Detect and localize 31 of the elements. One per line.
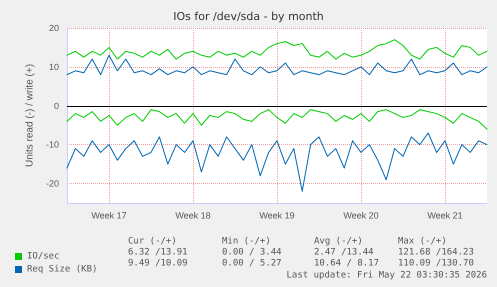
y-tick-label: 20 [48, 23, 59, 33]
x-tick-label: Week 17 [91, 210, 127, 220]
line-series [66, 109, 488, 130]
text: 9.49 /10.09 [128, 258, 188, 268]
text: 110.09 /130.70 [398, 258, 474, 268]
text: Max (-/+) [398, 236, 447, 246]
x-tick-label: Week 21 [427, 210, 463, 220]
x-tick-label: Week 19 [259, 210, 295, 220]
y-axis-title: Units read (-) / write (+) [24, 64, 36, 168]
y-tick-label: -20 [46, 178, 59, 189]
text: Cur (-/+) [128, 236, 177, 246]
y-tick-label: 10 [48, 62, 59, 72]
x-tick-label: Week 20 [343, 210, 379, 220]
x-tick-label: Week 18 [175, 210, 211, 220]
text: 121.68 /164.23 [398, 248, 474, 258]
text: 2.47 /13.44 [314, 248, 374, 258]
line-series [66, 132, 488, 192]
y-tick-label: 0 [54, 100, 59, 111]
text: 0.00 / 3.44 [222, 248, 282, 258]
text: Min (-/+) [222, 236, 271, 246]
y-tick-label: -10 [46, 140, 59, 150]
text: 10.64 / 8.17 [314, 258, 380, 268]
text: Last update: Fri May 22 03:30:35 2026 [286, 270, 487, 280]
line-series [66, 39, 488, 60]
text: 0.00 / 5.27 [222, 258, 282, 268]
legend-label: IO/sec [27, 252, 60, 262]
text: Avg (-/+) [314, 236, 363, 246]
line-series [66, 54, 488, 76]
chart-title: IOs for /dev/sda - by month [173, 10, 324, 23]
legend-label: Req Size (KB) [27, 264, 98, 274]
text: 6.32 /13.91 [128, 248, 188, 258]
